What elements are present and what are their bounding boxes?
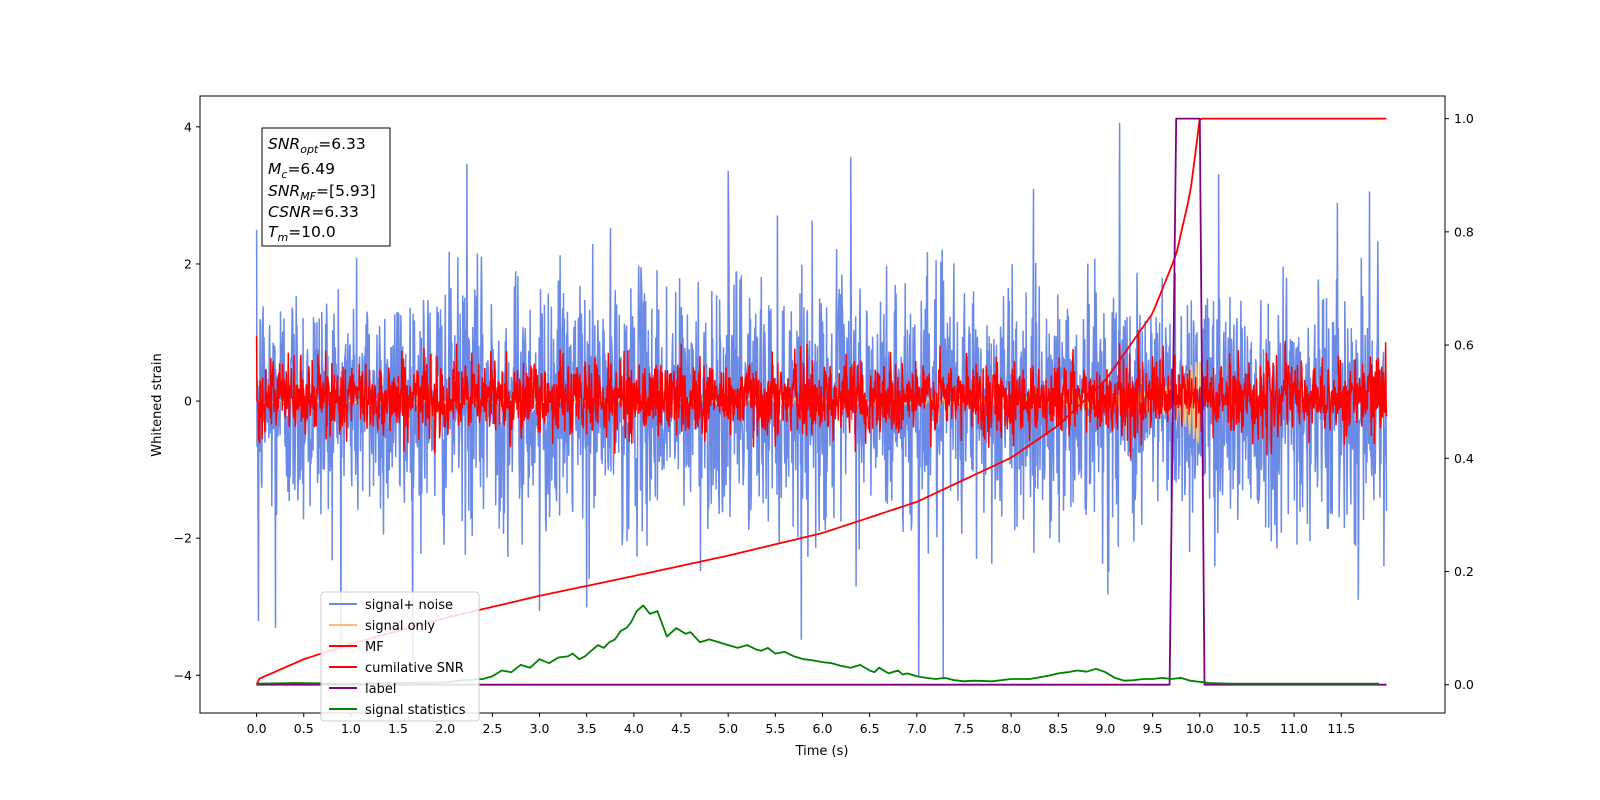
y-axis-ticks: −4 −2 0 2 4 [174,119,200,683]
x-tick-label: 11.0 [1280,721,1308,736]
x-tick-label: 1.5 [388,721,408,736]
legend-frame [320,591,480,722]
x-tick-label: 1.0 [341,721,361,736]
x-tick-label: 8.5 [1048,721,1068,736]
y2-tick-label: 0.6 [1454,338,1474,353]
x-tick-label: 10.0 [1186,721,1214,736]
series-mf-line [255,329,1388,458]
x-tick-label: 4.0 [624,721,644,736]
y2-tick-label: 0.8 [1454,224,1474,239]
stats-box-frame [261,127,391,247]
x-tick-label: 10.5 [1233,721,1261,736]
series-label-line [256,117,1387,686]
legend-label-signal-statistics: signal statistics [365,703,466,718]
legend-label-cumulative-snr: cumilative SNR [365,661,464,676]
legend: signal+ noise signal only MF cumilative … [320,591,480,722]
x-tick-label: 5.0 [718,721,738,736]
legend-label-signal-only: signal only [365,619,435,634]
legend-label-signal-noise: signal+ noise [365,598,453,613]
stat-snr-mf: SNRMF=[5.93] [268,182,376,203]
x-tick-label: 9.5 [1143,721,1163,736]
y2-axis-ticks: 0.0 0.2 0.4 0.6 0.8 1.0 [1445,111,1474,692]
x-tick-label: 3.5 [577,721,597,736]
y-tick-label: 4 [184,119,192,134]
stat-tm: Tm=10.0 [268,223,336,244]
x-tick-label: 8.0 [1001,721,1021,736]
x-tick-label: 7.5 [954,721,974,736]
x-tick-label: 7.0 [907,721,927,736]
series-signal-statistics-line [256,604,1379,685]
x-tick-label: 2.5 [482,721,502,736]
y2-tick-label: 0.0 [1454,677,1474,692]
x-tick-label: 2.0 [435,721,455,736]
x-axis-ticks: 0.0 0.5 1.0 1.5 2.0 2.5 3.0 3.5 4.0 4.5 5.0 5.5 6.0 6… [247,713,1355,736]
x-tick-label: 0.5 [294,721,314,736]
y2-tick-label: 0.4 [1454,451,1474,466]
x-tick-label: 6.0 [813,721,833,736]
stat-mc: Mc=6.49 [268,160,335,181]
stats-box: SNRopt=6.33 Mc=6.49 SNRMF=[5.93] CSNR=6.… [261,127,391,247]
stat-csnr: CSNR=6.33 [268,203,359,221]
x-tick-label: 9.0 [1096,721,1116,736]
legend-label-label: label [365,682,396,697]
y-tick-label: −2 [174,531,192,546]
y-tick-label: 2 [184,256,192,271]
x-tick-label: 0.0 [247,721,267,736]
x-tick-label: 4.5 [671,721,691,736]
y-tick-label: −4 [174,668,192,683]
y-tick-label: 0 [184,394,192,409]
legend-label-mf: MF [365,640,384,655]
y2-tick-label: 1.0 [1454,111,1474,126]
y-axis-label: Whitened strain [150,353,165,456]
stat-snr-opt: SNRopt=6.33 [268,135,366,156]
x-tick-label: 5.5 [765,721,785,736]
x-tick-label: 11.5 [1327,721,1355,736]
x-tick-label: 6.5 [860,721,880,736]
x-tick-label: 3.0 [530,721,550,736]
y2-tick-label: 0.2 [1454,564,1474,579]
x-axis-label: Time (s) [795,744,849,759]
